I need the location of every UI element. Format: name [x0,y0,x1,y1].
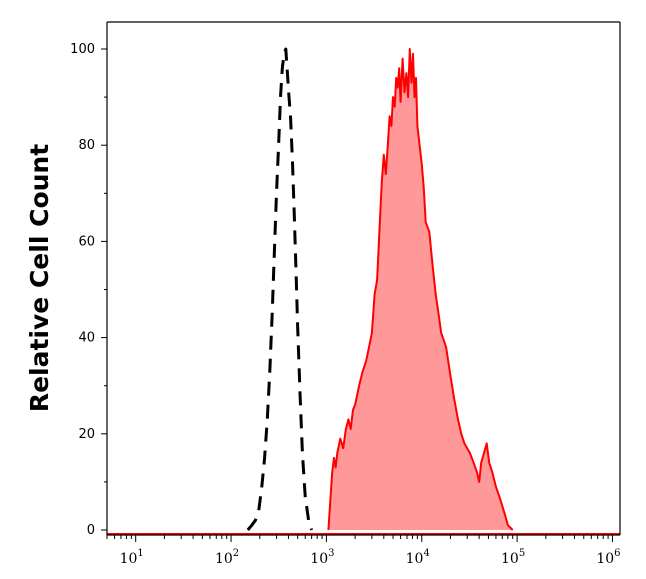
ticks: 0 20 40 60 80 100 101 102 103 104 105 106 [70,42,620,567]
x-tick-label-3: 104 [406,548,430,567]
y-tick-label-2: 40 [78,331,95,346]
series-layer [107,47,620,535]
axes [106,21,621,536]
series-0-line [246,47,314,531]
x-tick-label-1: 102 [215,548,239,567]
y-axis-label: Relative Cell Count [25,144,54,412]
x-tick-label-0: 101 [120,548,144,567]
x-tick-label-2: 103 [310,548,334,567]
y-tick-label-5: 100 [70,42,95,57]
series-1-area [328,49,513,530]
y-tick-label-1: 20 [78,427,95,442]
x-tick-label-5: 106 [596,548,620,567]
y-tick-label-3: 60 [78,234,95,249]
x-tick-label-4: 105 [501,548,525,567]
series-1-line [327,48,514,531]
y-tick-label-0: 0 [87,523,95,538]
y-tick-label-4: 80 [78,138,95,153]
